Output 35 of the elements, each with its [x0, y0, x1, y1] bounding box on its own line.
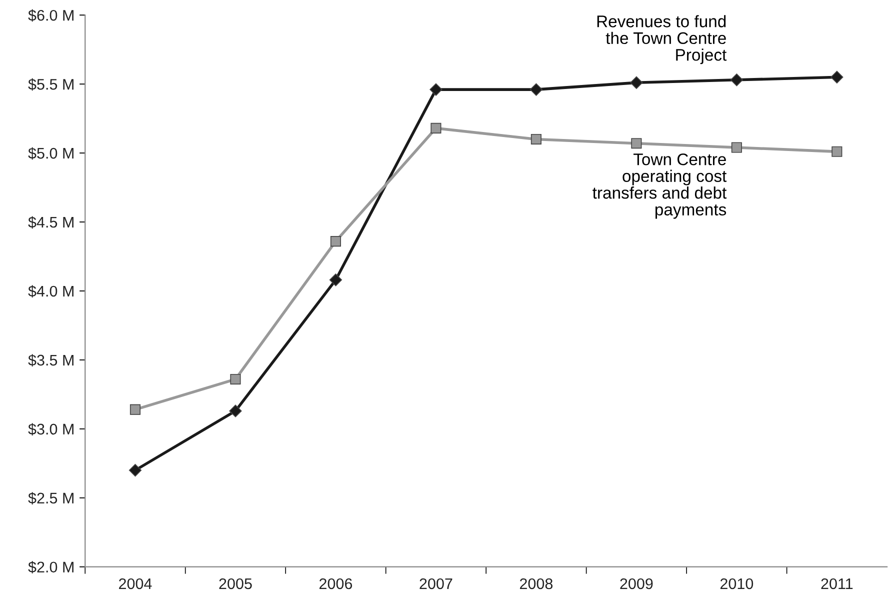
annotation: Town Centre operating cost transfers and debt payments	[592, 153, 727, 219]
y-tick-label: $5.5 M	[28, 78, 74, 91]
point	[330, 236, 341, 247]
y-tick-label: $2.5 M	[28, 492, 74, 504]
point	[329, 274, 342, 286]
point	[430, 83, 442, 96]
y-tick-label: $3.0 M	[28, 423, 74, 436]
y-tick-label: $6.0 M	[28, 9, 74, 22]
y-tick-label: $4.5 M	[28, 216, 74, 229]
point	[530, 83, 543, 96]
x-tick-label: 2005	[219, 578, 252, 590]
x-tick-label: 2008	[520, 578, 553, 590]
point	[730, 74, 743, 86]
point	[630, 76, 643, 89]
x-tick-label: 2010	[720, 578, 754, 590]
x-tick-label: 2011	[821, 578, 853, 590]
point	[530, 134, 542, 144]
y-tick-label: $3.5 M	[28, 354, 74, 367]
x-tick-label: 2006	[319, 578, 352, 590]
point	[128, 464, 142, 477]
point	[229, 404, 242, 418]
point	[230, 374, 241, 385]
x-tick-label: 2009	[620, 578, 653, 590]
y-tick-label: $4.0 M	[28, 285, 74, 298]
point	[731, 142, 742, 153]
y-tick-label: $2.0 M	[28, 561, 74, 574]
point	[631, 138, 642, 149]
point	[832, 146, 842, 157]
annotation: Revenues to fund the Town Centre Project	[597, 15, 727, 64]
x-tick-label: 2004	[119, 578, 152, 590]
x-tick-label: 2007	[420, 578, 452, 590]
point	[430, 122, 442, 134]
point	[830, 70, 844, 84]
y-tick-label: $5.0 M	[28, 147, 74, 160]
point	[130, 404, 141, 415]
